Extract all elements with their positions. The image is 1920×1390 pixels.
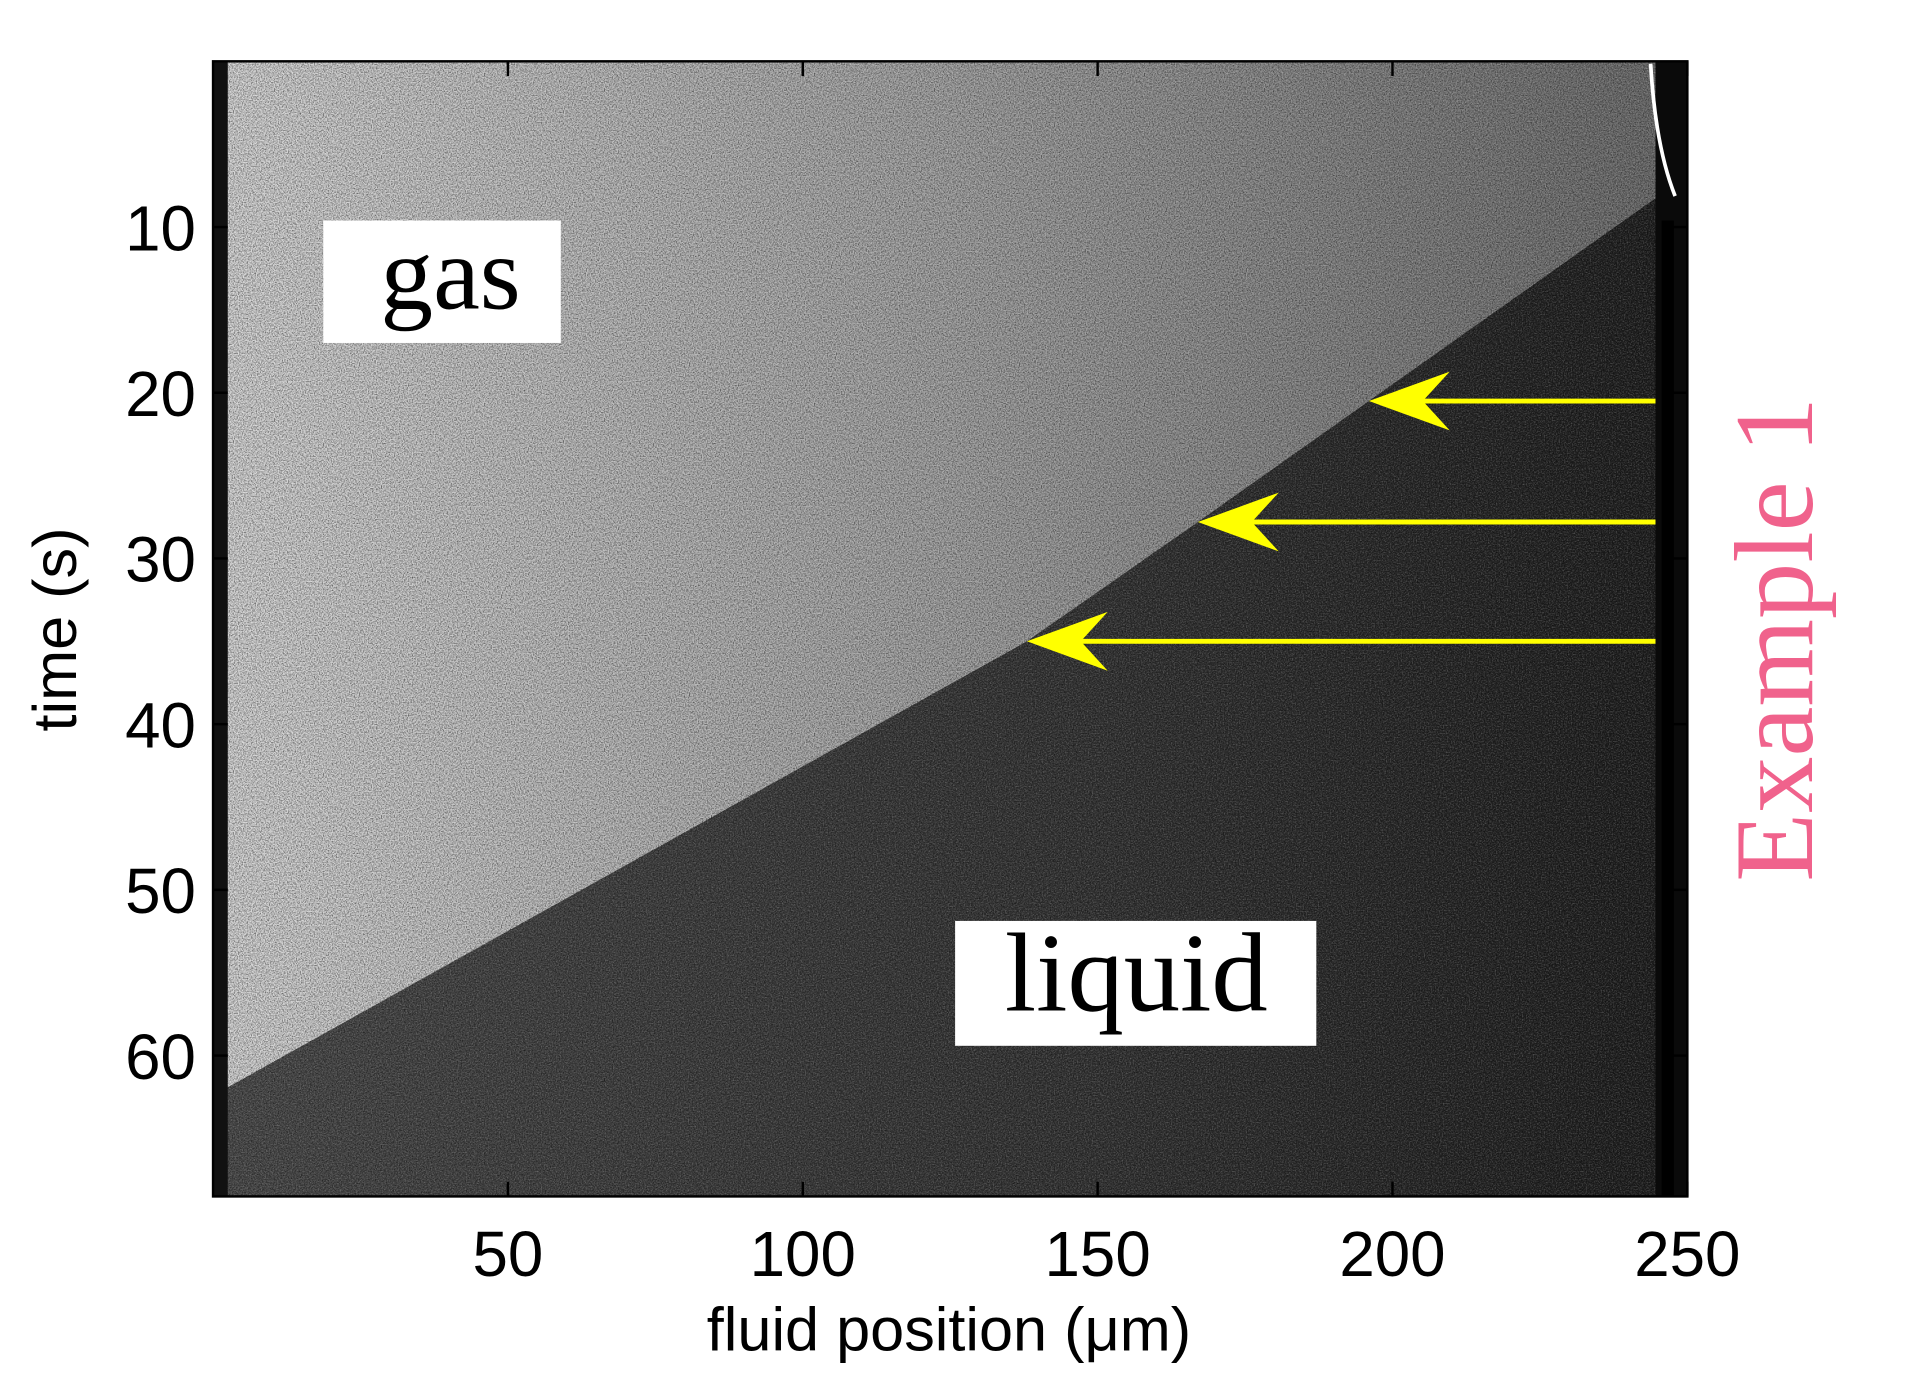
y-tick-label: 60	[125, 1022, 196, 1093]
x-tick-label: 250	[1634, 1219, 1740, 1290]
arrow	[1026, 611, 1656, 671]
liquid-label-box: liquid	[955, 911, 1317, 1046]
label-box	[955, 920, 1317, 1046]
y-tick-label: 10	[125, 193, 196, 264]
ticks: 50 100 150 200 250 10 20 30 40 50 60	[125, 61, 1740, 1290]
gas-label-box: gas	[323, 215, 561, 343]
x-tick-label: 50	[473, 1219, 544, 1290]
arrows	[1026, 371, 1656, 671]
y-tick-label: 30	[125, 525, 196, 596]
arrow-head	[1368, 371, 1450, 431]
y-tick-label: 20	[125, 359, 196, 430]
x-tick-label: 150	[1045, 1219, 1151, 1290]
x-axis-label: fluid position (μm)	[707, 1296, 1191, 1364]
liquid-label: liquid	[1005, 911, 1268, 1035]
label-box	[323, 220, 561, 343]
x-tick-label: 100	[750, 1219, 856, 1290]
arrow	[1368, 371, 1656, 431]
y-tick-label: 40	[125, 690, 196, 761]
edge-highlight	[1648, 63, 1677, 197]
side-label: Example 1	[1713, 397, 1837, 882]
y-tick-label: 50	[125, 856, 196, 927]
plot-frame	[211, 60, 1689, 1198]
arrow-head	[1026, 611, 1108, 671]
arrow	[1197, 492, 1656, 552]
kymograph-image	[213, 61, 1688, 1197]
right-edge-core	[1661, 220, 1674, 1197]
x-tick-label: 200	[1339, 1219, 1445, 1290]
arrow-head	[1197, 492, 1279, 552]
left-edge	[213, 61, 228, 1197]
y-axis-label: time (s)	[21, 527, 89, 731]
gas-label: gas	[380, 215, 520, 332]
